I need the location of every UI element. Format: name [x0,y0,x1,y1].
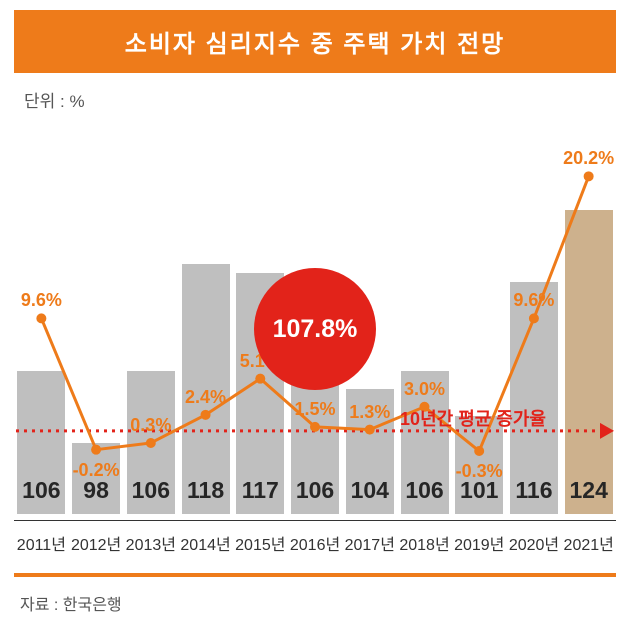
x-tick-label: 2013년 [123,531,178,555]
avg-growth-label: 10년간 평균 증가율 [400,405,546,431]
line-value-label: 9.6% [513,290,554,311]
x-tick-label: 2017년 [342,531,397,555]
source-label: 자료 : 한국은행 [14,591,616,615]
x-tick-label: 2020년 [507,531,562,555]
x-tick-label: 2018년 [397,531,452,555]
line-value-label: 2.4% [185,387,226,408]
x-tick-label: 2012년 [69,531,124,555]
line-value-label: -0.2% [73,460,120,481]
line-value-label: 1.3% [349,402,390,423]
x-tick-label: 2014년 [178,531,233,555]
line-value-label: 0.3% [130,415,171,436]
chart-area: 10698106118117106104106101116124 9.6%-0.… [14,112,616,514]
x-tick-label: 2019년 [452,531,507,555]
x-tick-label: 2011년 [14,531,69,555]
unit-label: 단위 : % [24,87,616,112]
x-tick-label: 2021년 [561,531,616,555]
x-axis: 2011년2012년2013년2014년2015년2016년2017년2018년… [14,520,616,555]
line-value-label: 20.2% [563,148,614,169]
line-value-label: 3.0% [404,379,445,400]
x-tick-label: 2016년 [288,531,343,555]
chart-title: 소비자 심리지수 중 주택 가치 전망 [14,10,616,73]
x-tick-label: 2015년 [233,531,288,555]
callout-avg-value: 107.8% [254,268,376,390]
line-value-label: -0.3% [456,461,503,482]
divider [14,573,616,577]
line-value-label: 9.6% [21,290,62,311]
line-value-label: 1.5% [294,399,335,420]
